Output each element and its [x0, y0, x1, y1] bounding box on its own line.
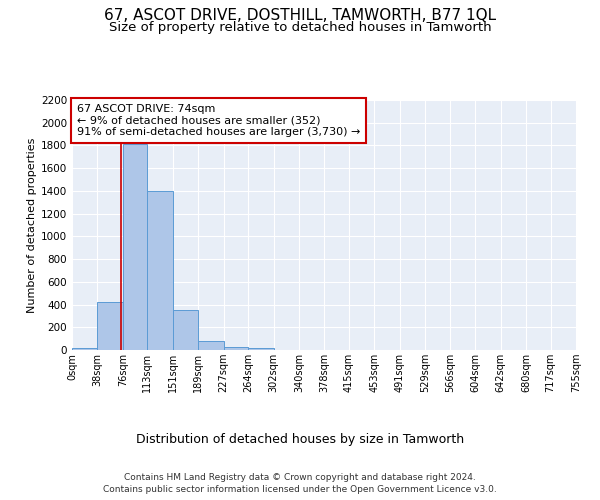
Text: Size of property relative to detached houses in Tamworth: Size of property relative to detached ho…	[109, 21, 491, 34]
Bar	[148, 191, 173, 350]
Bar	[72, 348, 97, 350]
Text: 67 ASCOT DRIVE: 74sqm
← 9% of detached houses are smaller (352)
91% of semi-deta: 67 ASCOT DRIVE: 74sqm ← 9% of detached h…	[77, 104, 361, 137]
Text: Contains HM Land Registry data © Crown copyright and database right 2024.: Contains HM Land Registry data © Crown c…	[124, 472, 476, 482]
Bar	[173, 310, 198, 350]
Text: 67, ASCOT DRIVE, DOSTHILL, TAMWORTH, B77 1QL: 67, ASCOT DRIVE, DOSTHILL, TAMWORTH, B77…	[104, 8, 496, 22]
Bar	[224, 346, 248, 350]
Bar	[97, 302, 123, 350]
Text: Distribution of detached houses by size in Tamworth: Distribution of detached houses by size …	[136, 432, 464, 446]
Y-axis label: Number of detached properties: Number of detached properties	[27, 138, 37, 312]
Text: Contains public sector information licensed under the Open Government Licence v3: Contains public sector information licen…	[103, 485, 497, 494]
Bar	[123, 144, 148, 350]
Bar	[198, 341, 224, 350]
Bar	[248, 348, 274, 350]
